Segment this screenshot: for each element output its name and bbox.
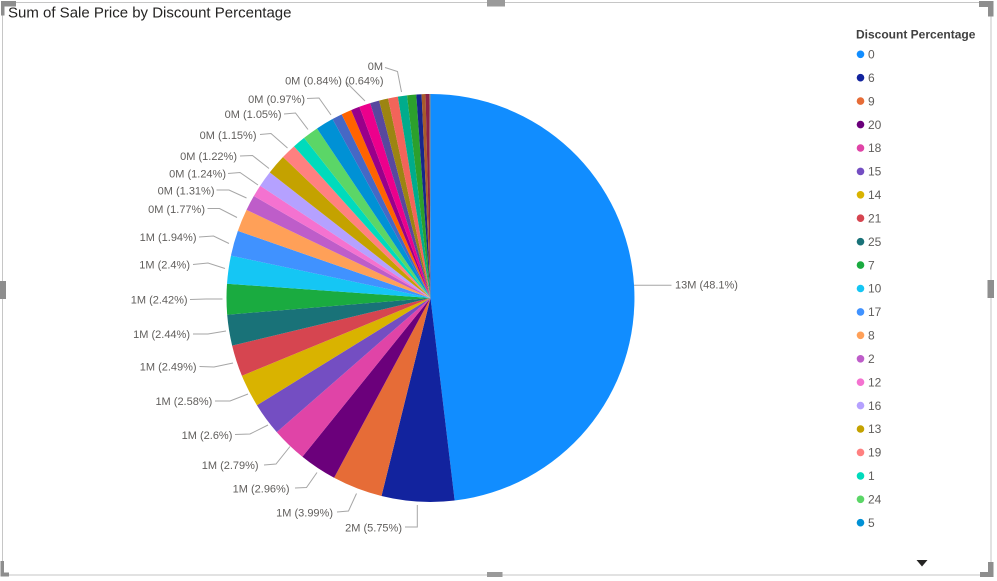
svg-text:13: 13 xyxy=(868,422,882,436)
svg-text:0M (1.24%): 0M (1.24%) xyxy=(169,169,226,181)
svg-text:0M (1.22%): 0M (1.22%) xyxy=(180,151,237,163)
svg-text:1: 1 xyxy=(868,469,875,483)
svg-text:13M (48.1%): 13M (48.1%) xyxy=(675,280,738,292)
svg-text:10: 10 xyxy=(868,282,882,296)
svg-text:1M (3.99%): 1M (3.99%) xyxy=(276,508,333,520)
svg-text:1M (2.58%): 1M (2.58%) xyxy=(155,396,212,408)
svg-text:1M (2.96%): 1M (2.96%) xyxy=(233,484,290,496)
svg-text:1M (2.44%): 1M (2.44%) xyxy=(133,329,190,341)
svg-text:9: 9 xyxy=(868,94,875,108)
svg-text:5: 5 xyxy=(868,516,875,530)
svg-text:1M (2.42%): 1M (2.42%) xyxy=(131,295,188,307)
svg-text:0M (1.15%): 0M (1.15%) xyxy=(200,130,257,142)
svg-text:2: 2 xyxy=(868,352,875,366)
svg-text:0M (0.97%): 0M (0.97%) xyxy=(248,94,305,106)
svg-text:1M (1.94%): 1M (1.94%) xyxy=(140,232,197,244)
svg-text:25: 25 xyxy=(868,235,882,249)
svg-text:16: 16 xyxy=(868,399,882,413)
svg-text:12: 12 xyxy=(868,375,882,389)
svg-text:24: 24 xyxy=(868,493,882,507)
svg-text:0M (0.84%) (0.64%): 0M (0.84%) (0.64%) xyxy=(285,76,383,88)
svg-text:0: 0 xyxy=(868,48,875,62)
svg-text:20: 20 xyxy=(868,118,882,132)
svg-text:8: 8 xyxy=(868,329,875,343)
svg-text:7: 7 xyxy=(868,258,875,272)
svg-text:Sum of Sale Price by Discount: Sum of Sale Price by Discount Percentage xyxy=(8,5,291,22)
svg-text:Discount Percentage: Discount Percentage xyxy=(856,28,976,42)
svg-text:19: 19 xyxy=(868,446,882,460)
svg-text:2M (5.75%): 2M (5.75%) xyxy=(345,522,402,534)
svg-text:15: 15 xyxy=(868,165,882,179)
svg-text:0M (1.05%): 0M (1.05%) xyxy=(225,109,282,121)
svg-text:1M (2.6%): 1M (2.6%) xyxy=(182,430,233,442)
svg-text:17: 17 xyxy=(868,305,882,319)
svg-text:1M (2.49%): 1M (2.49%) xyxy=(140,362,197,374)
svg-text:0M (1.31%): 0M (1.31%) xyxy=(158,186,215,198)
svg-text:14: 14 xyxy=(868,188,882,202)
svg-text:0M: 0M xyxy=(368,61,383,73)
svg-text:1M (2.4%): 1M (2.4%) xyxy=(139,260,190,272)
svg-text:18: 18 xyxy=(868,141,882,155)
svg-text:0M (1.77%): 0M (1.77%) xyxy=(148,204,205,216)
svg-text:6: 6 xyxy=(868,71,875,85)
svg-text:21: 21 xyxy=(868,211,882,225)
svg-text:1M (2.79%): 1M (2.79%) xyxy=(202,460,259,472)
